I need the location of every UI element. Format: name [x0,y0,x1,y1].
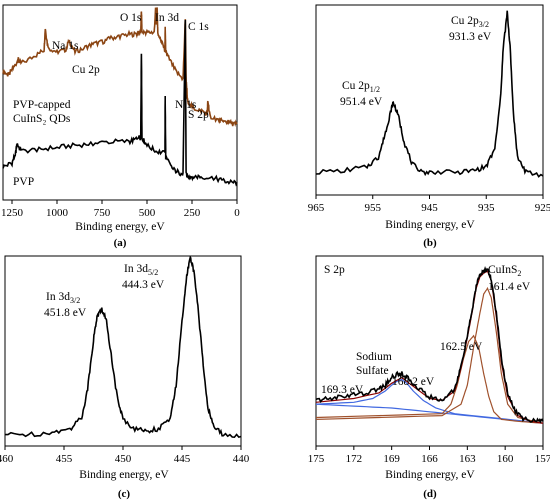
x-tick-label: 500 [139,207,156,219]
annotation-in-3d: In 3d [155,12,179,24]
panel-a: 1250 1000 750 500 250 0 Binding energy, eV (a… [1,4,240,249]
x-tick-label: 169 [383,453,400,465]
x-tick-label: 172 [346,453,363,465]
x-tick-label: 935 [478,202,495,214]
x-tick-label: 750 [94,207,111,219]
panel-b-xlabel: Binding energy, eV [385,219,475,231]
annotation-s-2p: S 2p [188,109,209,121]
panel-a-curve-pvp [2,19,238,187]
annotation-cu-2p-3-2: Cu 2p3/2 [451,15,489,29]
x-tick-label: 157 [535,453,550,465]
x-tick-label: 1000 [46,207,69,219]
panel-d-label: (d) [423,488,437,500]
panel-d-fit-envelope [315,270,544,424]
panel-d-fit-168-2 [315,378,544,424]
legend-pvp-capped-line2: CuInS₂ QDs [13,113,71,125]
annotation-na-1s: Na 1s [52,40,79,52]
panel-d: 175 172 169 166 163 160 157 Binding energy, eV… [308,255,550,500]
panel-c-curve [5,255,242,439]
panel-b-label: (b) [423,237,437,249]
x-tick-label: 945 [421,202,438,214]
annotation-in-3d-5-2: In 3d5/2 [124,263,158,277]
annotation-in-3d-3-2-main: In 3d [46,291,70,303]
x-tick-label: 160 [497,453,514,465]
annotation-cu-2p-1-2-sub: 1/2 [370,85,380,94]
x-tick-label: 445 [174,453,191,465]
legend-pvp-capped-line1: PVP-capped [13,99,71,111]
annotation-sulfate: Sulfate [356,365,389,377]
panel-c: 460 455 450 445 440 Binding energy, eV (c) I… [0,255,250,500]
panel-c-x-ticks: 460 455 450 445 440 [0,446,250,465]
annotation-in-3d-5-2-main: In 3d [124,263,148,275]
annotation-cuins2-main: CuInS [488,264,517,276]
panel-a-x-ticks: 1250 1000 750 500 250 0 [1,200,240,219]
panel-a-frame [2,4,238,201]
x-tick-label: 955 [365,202,382,214]
annotation-cu-2p-3-2-sub: 3/2 [479,20,489,29]
x-tick-label: 455 [56,453,73,465]
panel-d-measured [315,265,544,424]
x-tick-label: 1250 [1,207,24,219]
annotation-169-3: 169.3 eV [321,384,364,396]
annotation-cuins2: CuInS2 [488,264,521,278]
x-tick-label: 250 [184,207,201,219]
annotation-cu-2p-1-2-main: Cu 2p [342,80,370,92]
panel-d-fit-161-4 [315,286,544,424]
panel-d-fit-162-5 [315,334,544,424]
annotation-cu-2p-3-2-main: Cu 2p [451,15,479,27]
x-tick-label: 0 [234,207,240,219]
annotation-168-2: 168.2 eV [392,376,435,388]
panel-a-xlabel: Binding energy, eV [75,221,165,233]
annotation-n-1s: N 1s [175,99,197,111]
panel-c-label: (c) [118,488,131,500]
panel-b-x-ticks: 965 955 945 935 925 [308,195,550,214]
annotation-sodium: Sodium [356,351,392,363]
panel-c-xlabel: Binding energy, eV [79,469,169,481]
x-tick-label: 925 [535,202,550,214]
annotation-in-3d-5-2-energy: 444.3 eV [122,279,165,291]
annotation-cuins2-sub: 2 [517,269,521,278]
panel-d-title: S 2p [324,264,345,276]
legend-pvp: PVP [13,176,34,188]
annotation-in-3d-3-2-energy: 451.8 eV [44,307,87,319]
x-tick-label: 163 [459,453,476,465]
panel-b: 965 955 945 935 925 Binding energy, eV (b) C… [308,4,550,249]
panel-d-xlabel: Binding energy, eV [385,469,475,481]
annotation-in-3d-5-2-sub: 5/2 [148,268,158,277]
annotation-in-3d-3-2-sub: 3/2 [70,296,80,305]
panel-a-curve-pvp-capped [2,7,238,128]
panel-b-curve [315,10,544,178]
panel-d-x-ticks: 175 172 169 166 163 160 157 [308,446,550,465]
x-tick-label: 450 [115,453,132,465]
x-tick-label: 460 [0,453,14,465]
annotation-cu-2p-3-2-energy: 931.3 eV [449,31,492,43]
annotation-162-5: 162.5 eV [440,341,483,353]
x-tick-label: 166 [421,453,438,465]
annotation-c-1s: C 1s [188,21,209,33]
annotation-cuins2-energy: 161.4 eV [488,281,531,293]
annotation-cu-2p-1-2: Cu 2p1/2 [342,80,380,94]
annotation-cu-2p-1-2-energy: 951.4 eV [340,96,383,108]
x-tick-label: 175 [308,453,325,465]
annotation-o-1s: O 1s [120,12,142,24]
annotation-in-3d-3-2: In 3d3/2 [46,291,80,305]
x-tick-label: 965 [308,202,325,214]
panel-a-label: (a) [114,237,127,249]
annotation-cu-2p: Cu 2p [72,64,100,76]
x-tick-label: 440 [233,453,250,465]
